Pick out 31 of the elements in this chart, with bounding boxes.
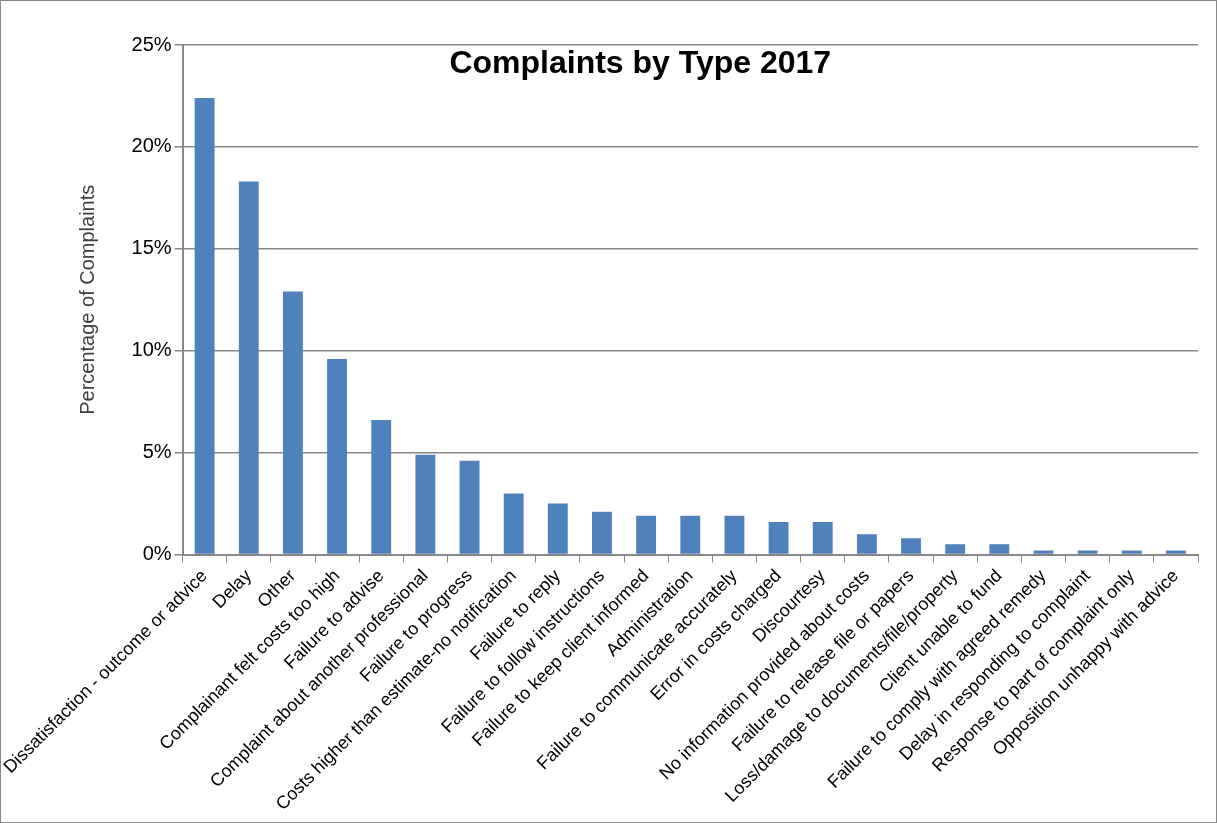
bar bbox=[194, 97, 215, 554]
bar bbox=[547, 503, 568, 554]
bar bbox=[901, 538, 921, 554]
bar bbox=[459, 460, 480, 554]
y-axis-title: Percentage of Complaints bbox=[76, 184, 99, 415]
bar bbox=[1077, 550, 1098, 554]
bar bbox=[1165, 550, 1186, 554]
bar bbox=[636, 515, 657, 554]
chart-title: Complaints by Type 2017 bbox=[449, 43, 832, 80]
bar bbox=[812, 521, 833, 554]
bar bbox=[327, 358, 348, 554]
bar bbox=[724, 515, 745, 554]
bar bbox=[945, 544, 966, 554]
bar bbox=[989, 544, 1010, 554]
bar bbox=[680, 515, 701, 554]
bar bbox=[238, 181, 259, 554]
y-tick-label: 0% bbox=[142, 542, 172, 565]
y-tick-label: 15% bbox=[131, 236, 172, 259]
bar bbox=[1033, 550, 1054, 554]
bar bbox=[1121, 550, 1142, 554]
y-tick-label: 25% bbox=[131, 32, 172, 55]
bar bbox=[415, 454, 436, 554]
y-tick-label: 5% bbox=[142, 440, 172, 463]
bar bbox=[592, 511, 612, 554]
bar bbox=[856, 534, 877, 554]
bar bbox=[503, 493, 524, 554]
y-tick-label: 20% bbox=[131, 134, 172, 157]
bar bbox=[768, 521, 789, 554]
bar bbox=[282, 291, 303, 554]
bar bbox=[371, 420, 392, 554]
y-tick-label: 10% bbox=[131, 338, 172, 361]
